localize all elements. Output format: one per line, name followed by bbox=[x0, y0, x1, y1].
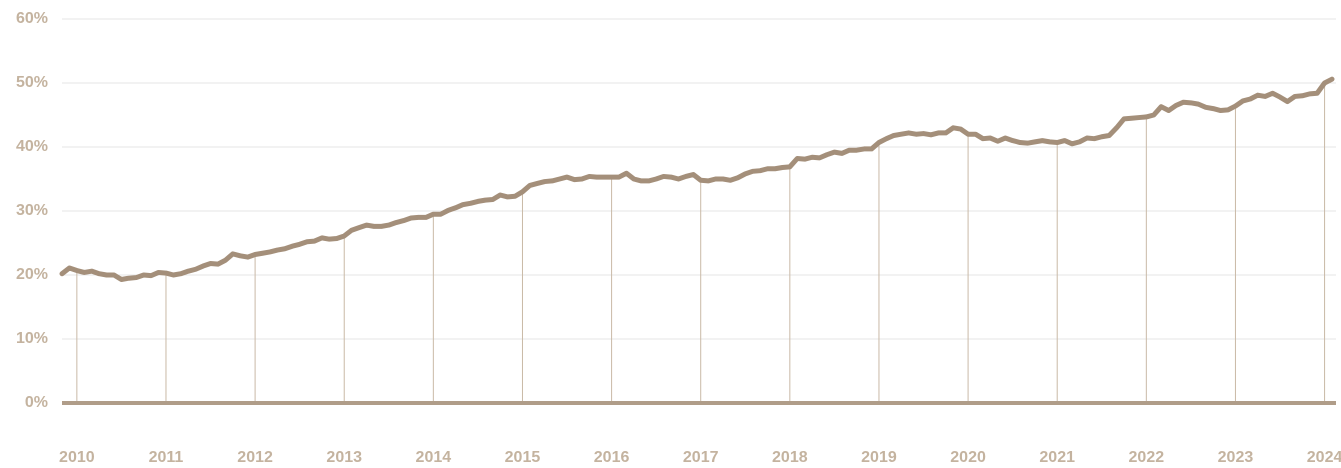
x-tick-label: 2020 bbox=[950, 449, 986, 466]
y-tick-label: 50% bbox=[16, 74, 48, 91]
y-tick-label: 10% bbox=[16, 330, 48, 347]
y-tick-label: 40% bbox=[16, 138, 48, 155]
y-tick-label: 60% bbox=[16, 10, 48, 27]
x-tick-label: 2012 bbox=[237, 449, 273, 466]
x-tick-label: 2019 bbox=[861, 449, 897, 466]
y-tick-label: 20% bbox=[16, 266, 48, 283]
data-line bbox=[59, 76, 1335, 282]
x-tick-label: 2018 bbox=[772, 449, 808, 466]
x-tick-label: 2011 bbox=[149, 449, 184, 466]
x-tick-label: 2024 bbox=[1307, 449, 1341, 466]
x-tick-label: 2015 bbox=[505, 449, 541, 466]
x-tick-label: 2016 bbox=[594, 449, 630, 466]
x-tick-label: 2021 bbox=[1039, 449, 1075, 466]
x-tick-label: 2017 bbox=[683, 449, 719, 466]
x-tick-label: 2014 bbox=[416, 449, 452, 466]
x-tick-label: 2023 bbox=[1218, 449, 1254, 466]
x-tick-label: 2013 bbox=[326, 449, 362, 466]
y-tick-label: 30% bbox=[16, 202, 48, 219]
x-tick-label: 2010 bbox=[59, 449, 95, 466]
y-tick-label: 0% bbox=[25, 394, 48, 411]
x-tick-label: 2022 bbox=[1129, 449, 1165, 466]
